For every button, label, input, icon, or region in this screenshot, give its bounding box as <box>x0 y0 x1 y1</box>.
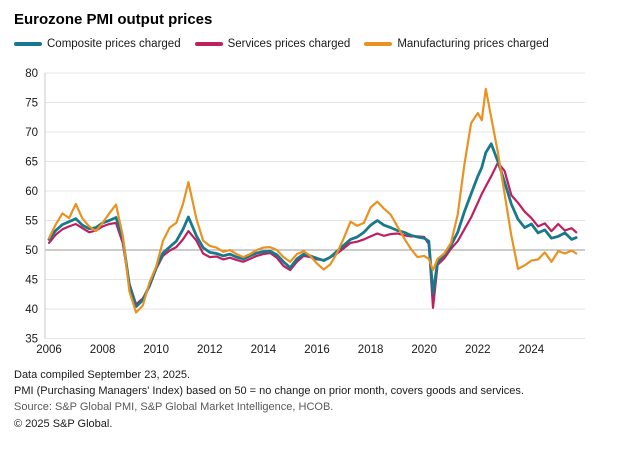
legend-label-services: Services prices charged <box>227 38 351 50</box>
composite-line <box>47 142 578 309</box>
manufacturing-line <box>47 87 578 314</box>
legend-item-manufacturing: Manufacturing prices charged <box>364 38 549 50</box>
x-tick-label: 2018 <box>358 344 384 356</box>
x-tick-label: 2020 <box>411 344 437 356</box>
y-tick-label: 40 <box>25 304 38 316</box>
footnote-source: Source: S&P Global PMI, S&P Global Marke… <box>14 401 334 414</box>
legend-item-services: Services prices charged <box>194 38 351 50</box>
y-tick-label: 35 <box>25 334 38 346</box>
legend: Composite prices charged Services prices… <box>14 38 636 50</box>
x-tick-label: 2014 <box>251 344 277 356</box>
x-tick-label: 2012 <box>197 344 223 356</box>
legend-label-manufacturing: Manufacturing prices charged <box>397 38 549 50</box>
y-tick-label: 45 <box>25 275 38 287</box>
y-tick-label: 65 <box>25 157 38 169</box>
x-tick-label: 2024 <box>519 344 545 356</box>
legend-item-composite: Composite prices charged <box>14 38 181 50</box>
y-tick-label: 70 <box>25 127 38 139</box>
footnote-data-compiled: Data compiled September 23, 2025. <box>14 369 191 381</box>
composite-line-swatch <box>14 42 42 46</box>
x-tick-label: 2008 <box>90 344 116 356</box>
y-tick-label: 60 <box>25 186 38 198</box>
x-tick-label: 2016 <box>304 344 330 356</box>
legend-label-composite: Composite prices charged <box>47 38 181 50</box>
x-tick-label: 2022 <box>465 344 491 356</box>
x-tick-label: 2010 <box>143 344 169 356</box>
y-tick-label: 80 <box>25 68 38 80</box>
y-tick-label: 75 <box>25 98 38 110</box>
x-tick-label: 2006 <box>36 344 62 356</box>
manufacturing-line-swatch <box>364 42 393 46</box>
chart-header: Eurozone PMI output prices Composite pri… <box>0 0 636 50</box>
y-tick-label: 55 <box>25 216 38 228</box>
services-line-swatch <box>194 42 223 46</box>
footnote-copyright: © 2025 S&P Global. <box>14 417 113 430</box>
y-tick-label: 50 <box>25 245 38 257</box>
page-title: Eurozone PMI output prices <box>14 11 213 28</box>
footnote-pmi-definition: PMI (Purchasing Managers' Index) based o… <box>14 385 524 398</box>
chart-footnotes: Data compiled September 23, 2025. PMI (P… <box>14 367 629 432</box>
